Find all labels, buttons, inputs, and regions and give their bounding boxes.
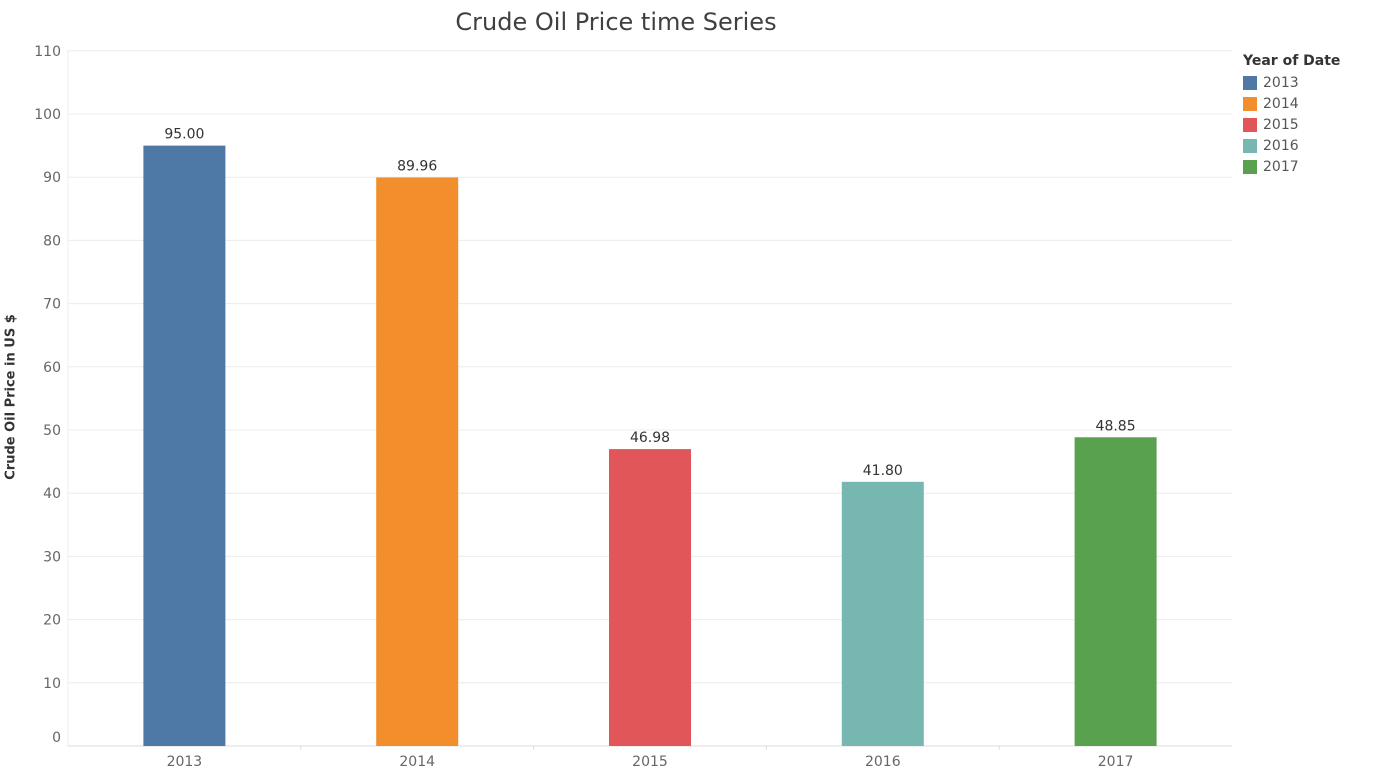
legend-swatch (1243, 159, 1257, 174)
legend-item-2015[interactable]: 2015 (1243, 114, 1340, 135)
legend-label: 2014 (1263, 95, 1299, 112)
y-tick-label: 30 (43, 549, 61, 565)
x-tick-label: 2015 (632, 754, 668, 770)
legend: Year of Date 2013 2014 2015 2016 2017 (1243, 53, 1340, 177)
data-label: 48.85 (1096, 418, 1136, 434)
legend-item-2013[interactable]: 2013 (1243, 72, 1340, 93)
bar-2015 (609, 449, 691, 746)
bar-chart: 0 10 20 30 40 50 60 70 80 90 100 110 95.00 89.96 46.9… (34, 44, 1232, 770)
y-tick-label: 0 (52, 730, 61, 746)
y-tick-label: 60 (43, 360, 61, 376)
legend-label: 2013 (1263, 74, 1299, 91)
legend-swatch (1243, 96, 1257, 111)
legend-swatch (1243, 75, 1257, 90)
y-tick-label: 20 (43, 613, 61, 629)
legend-label: 2015 (1263, 116, 1299, 133)
bar-2016 (841, 481, 924, 746)
y-tick-label: 70 (43, 297, 61, 313)
y-tick-label: 80 (43, 233, 61, 249)
data-label: 95.00 (164, 127, 204, 143)
x-tick-label: 2014 (399, 754, 435, 770)
data-label: 46.98 (630, 430, 670, 446)
y-axis-label: Crude Oil Price in US $ (3, 314, 19, 480)
x-axis-ticks: 2013 2014 2015 2016 2017 (167, 754, 1134, 770)
x-tick-label: 2016 (865, 754, 901, 770)
x-tick-label: 2017 (1098, 754, 1134, 770)
chart-title: Crude Oil Price time Series (455, 8, 777, 36)
bar-2014 (376, 177, 459, 746)
bars (143, 145, 1157, 747)
data-label: 89.96 (397, 158, 437, 174)
y-tick-label: 110 (34, 44, 61, 60)
y-tick-label: 50 (43, 423, 61, 439)
data-label: 41.80 (863, 463, 903, 479)
legend-item-2017[interactable]: 2017 (1243, 156, 1340, 177)
y-tick-label: 90 (43, 170, 61, 186)
legend-label: 2016 (1263, 137, 1299, 154)
bar-2013 (143, 145, 226, 747)
legend-swatch (1243, 138, 1257, 153)
y-tick-label: 100 (34, 107, 61, 123)
legend-item-2016[interactable]: 2016 (1243, 135, 1340, 156)
y-tick-label: 10 (43, 676, 61, 692)
x-tick-label: 2013 (167, 754, 203, 770)
y-tick-label: 40 (43, 486, 61, 502)
legend-swatch (1243, 117, 1257, 132)
bar-2017 (1074, 437, 1157, 746)
y-axis-ticks: 0 10 20 30 40 50 60 70 80 90 100 110 (34, 44, 61, 746)
legend-item-2014[interactable]: 2014 (1243, 93, 1340, 114)
value-labels: 95.00 89.96 46.98 41.80 48.85 (164, 127, 1135, 479)
legend-title: Year of Date (1243, 53, 1341, 69)
legend-label: 2017 (1263, 158, 1299, 175)
